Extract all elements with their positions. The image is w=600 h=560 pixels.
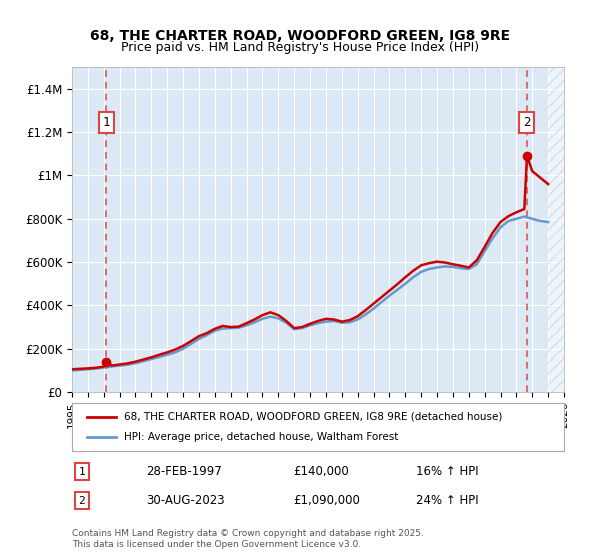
Text: 1: 1 [103, 116, 110, 129]
Text: 2: 2 [79, 496, 85, 506]
Text: 30-AUG-2023: 30-AUG-2023 [146, 494, 224, 507]
Text: £1,090,000: £1,090,000 [293, 494, 360, 507]
Text: 68, THE CHARTER ROAD, WOODFORD GREEN, IG8 9RE (detached house): 68, THE CHARTER ROAD, WOODFORD GREEN, IG… [124, 412, 502, 422]
Text: 24% ↑ HPI: 24% ↑ HPI [416, 494, 479, 507]
Text: 1: 1 [79, 466, 85, 477]
Text: HPI: Average price, detached house, Waltham Forest: HPI: Average price, detached house, Walt… [124, 432, 398, 442]
Text: Contains HM Land Registry data © Crown copyright and database right 2025.
This d: Contains HM Land Registry data © Crown c… [72, 529, 424, 549]
Text: Price paid vs. HM Land Registry's House Price Index (HPI): Price paid vs. HM Land Registry's House … [121, 41, 479, 54]
Text: 28-FEB-1997: 28-FEB-1997 [146, 465, 221, 478]
Text: 16% ↑ HPI: 16% ↑ HPI [416, 465, 479, 478]
Text: £140,000: £140,000 [293, 465, 349, 478]
Text: 68, THE CHARTER ROAD, WOODFORD GREEN, IG8 9RE: 68, THE CHARTER ROAD, WOODFORD GREEN, IG… [90, 29, 510, 44]
Bar [548, 67, 564, 392]
Text: 2: 2 [523, 116, 531, 129]
